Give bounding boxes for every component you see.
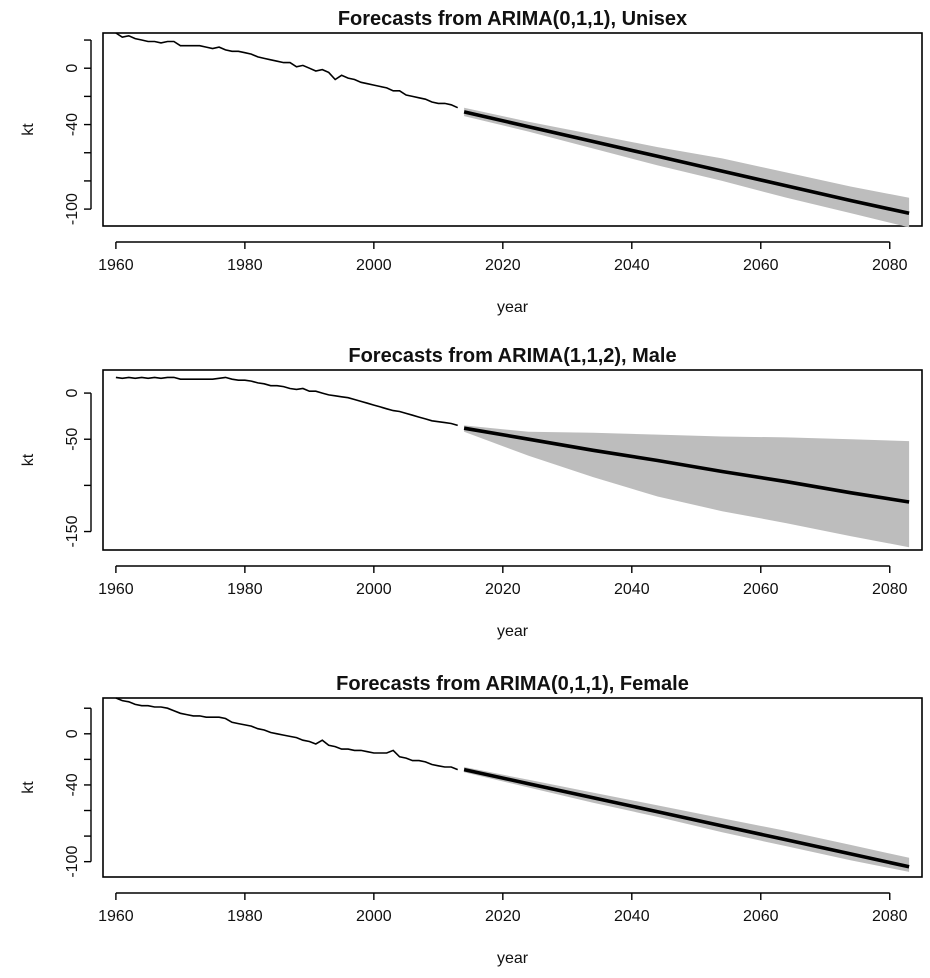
forecast-mean-line	[463, 110, 910, 216]
chart-title: Forecasts from ARIMA(0,1,1), Female	[336, 673, 689, 695]
y-tick-label: 0	[64, 389, 81, 398]
y-tick-label: -150	[64, 515, 81, 547]
y-tick-label: -40	[64, 773, 81, 796]
chart-title: Forecasts from ARIMA(1,1,2), Male	[348, 345, 676, 367]
x-tick-label: 1960	[98, 908, 134, 925]
x-tick-label: 2000	[356, 908, 392, 925]
x-axis-label: year	[497, 623, 529, 640]
forecast-mean-line	[463, 426, 910, 504]
plot-frame	[102, 369, 923, 551]
x-tick-label: 2080	[872, 257, 908, 274]
x-tick-label: 2020	[485, 908, 521, 925]
chart-panel-female: Forecasts from ARIMA(0,1,1), Female 1960 1…	[20, 673, 923, 967]
x-tick-label: 2000	[356, 581, 392, 598]
x-tick-label: 2080	[872, 581, 908, 598]
chart-panel-unisex: Forecasts from ARIMA(0,1,1), Unisex 1960 1…	[20, 8, 923, 316]
y-axis-label: kt	[20, 781, 37, 794]
forecast-mean-line	[463, 767, 910, 869]
x-tick-label: 2060	[743, 257, 779, 274]
prediction-interval-band	[464, 425, 910, 548]
y-tick-label: -40	[64, 113, 81, 136]
x-tick-label: 2040	[614, 908, 650, 925]
y-tick-label: -50	[64, 428, 81, 451]
x-tick-label: 1980	[227, 908, 263, 925]
history-series-line	[115, 376, 458, 427]
y-axis-label: kt	[20, 123, 37, 136]
chart-panel-male: Forecasts from ARIMA(1,1,2), Male 1960 198…	[20, 345, 923, 640]
x-axis-label: year	[497, 299, 529, 316]
x-tick-label: 1980	[227, 257, 263, 274]
x-tick-label: 2060	[743, 908, 779, 925]
plot-frame	[102, 32, 923, 227]
y-axis-label: kt	[20, 453, 37, 466]
x-tick-label: 2040	[614, 581, 650, 598]
y-tick-label: -100	[64, 846, 81, 878]
y-tick-label: -100	[64, 193, 81, 225]
x-tick-label: 2020	[485, 581, 521, 598]
x-tick-label: 2080	[872, 908, 908, 925]
x-tick-label: 1960	[98, 581, 134, 598]
x-tick-label: 1960	[98, 257, 134, 274]
x-tick-label: 2060	[743, 581, 779, 598]
x-tick-label: 2000	[356, 257, 392, 274]
history-series-line	[115, 32, 459, 109]
y-tick-label: 0	[64, 64, 81, 73]
chart-title: Forecasts from ARIMA(0,1,1), Unisex	[338, 8, 687, 30]
x-tick-label: 1980	[227, 581, 263, 598]
x-tick-label: 2020	[485, 257, 521, 274]
x-axis-label: year	[497, 950, 529, 967]
x-tick-label: 2040	[614, 257, 650, 274]
plot-frame	[102, 697, 923, 878]
history-series-line	[115, 697, 458, 771]
y-tick-label: 0	[64, 729, 81, 738]
